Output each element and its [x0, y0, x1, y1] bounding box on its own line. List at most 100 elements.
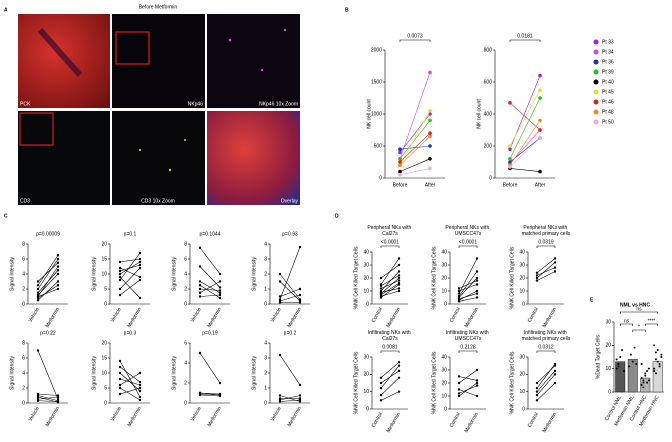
- pair-line: [37, 284, 59, 299]
- pair-line: [399, 120, 431, 159]
- point: [118, 272, 122, 276]
- point: [397, 270, 401, 273]
- point: [475, 379, 479, 382]
- point: [653, 344, 656, 347]
- point: [475, 292, 479, 295]
- significance-bracket: [619, 323, 634, 326]
- p-value: p=0.22: [40, 330, 56, 336]
- point: [218, 291, 222, 294]
- pair-line: [199, 392, 221, 395]
- point: [428, 144, 432, 148]
- point: [535, 387, 539, 390]
- point: [198, 265, 202, 268]
- p-value: 0.0073: [407, 33, 423, 39]
- point: [475, 368, 479, 372]
- y-tick-label: 30: [441, 367, 447, 373]
- chart-title: Infiltrating NKs with matched primary ce…: [522, 330, 571, 342]
- y-tick-label: 10: [101, 370, 107, 376]
- pair-line: [119, 258, 141, 263]
- y-tick-label: 10: [363, 389, 369, 395]
- point: [475, 279, 479, 282]
- y-tick-label: 0: [22, 400, 25, 406]
- pair-line: [279, 395, 301, 401]
- y-tick-label: 0: [184, 301, 187, 307]
- y-tick-label: 20: [519, 372, 525, 378]
- point: [218, 289, 222, 292]
- y-tick-label: 30: [519, 262, 525, 268]
- point: [398, 147, 402, 151]
- point: [298, 397, 302, 400]
- x-tick-label: Control: [449, 307, 462, 324]
- pair-line: [536, 382, 556, 401]
- x-tick-label: Vehicle: [110, 306, 123, 323]
- point: [138, 371, 142, 375]
- x-tick-label: Metformin: [542, 306, 558, 328]
- pair-line: [199, 288, 221, 291]
- pair-line: [279, 399, 301, 402]
- point: [138, 380, 142, 384]
- point: [397, 274, 401, 277]
- point: [475, 384, 479, 387]
- point: [56, 265, 60, 268]
- pair-line: [399, 110, 431, 166]
- pair-line: [458, 290, 478, 301]
- point: [553, 270, 557, 273]
- pair-line: [119, 264, 141, 272]
- point: [138, 296, 142, 300]
- chart-title: Peripheral NKs with Cal27s: [367, 225, 412, 237]
- point: [538, 118, 542, 123]
- pair-line: [279, 354, 301, 386]
- pair-line: [119, 372, 141, 392]
- pair-line: [119, 366, 141, 383]
- y-axis-label: Signal Intensity: [251, 356, 257, 390]
- y-tick-label: 20: [441, 275, 447, 281]
- annotation: ****: [648, 318, 656, 324]
- y-axis-label: %NK Cell Killed Target Cells: [353, 351, 359, 414]
- chart-title: Peripheral NKs with matched primary cell…: [522, 225, 571, 237]
- annotation: ns: [636, 306, 642, 312]
- legend-label: Pt 39: [602, 69, 614, 75]
- point: [617, 365, 620, 368]
- tile-image: [207, 14, 300, 108]
- point: [535, 393, 539, 397]
- point: [635, 363, 638, 365]
- tile-label: CD3: [20, 198, 30, 204]
- point: [508, 101, 512, 105]
- point: [138, 260, 142, 264]
- pair-line: [37, 262, 59, 282]
- point: [617, 363, 620, 365]
- point: [653, 367, 656, 370]
- pair-line: [509, 89, 541, 147]
- point: [397, 364, 401, 367]
- y-tick-label: 20: [363, 372, 369, 378]
- pair-line: [536, 374, 556, 396]
- significance-bracket: [536, 350, 556, 353]
- point: [457, 300, 461, 303]
- tile-label: NKp46 10x Zoom: [259, 101, 298, 107]
- pair-line: [458, 297, 478, 302]
- point: [278, 295, 282, 298]
- pair-line: [458, 271, 478, 297]
- pair-line: [399, 136, 431, 166]
- chart-title: Peripheral NKs with UMSCC47s: [445, 225, 490, 237]
- y-tick-label: 4: [22, 271, 25, 277]
- panel-label: D: [335, 213, 339, 219]
- p-value: p=0.93: [282, 231, 298, 237]
- point: [508, 147, 512, 151]
- pair-line: [458, 280, 478, 289]
- point: [397, 279, 401, 282]
- y-tick-label: 8: [22, 340, 25, 346]
- legend-label: Pt 36: [602, 59, 614, 65]
- point: [535, 399, 539, 402]
- point: [118, 371, 122, 375]
- point: [457, 375, 461, 378]
- point: [553, 381, 557, 385]
- point: [56, 272, 60, 276]
- annotation: ns: [624, 318, 630, 324]
- point: [278, 397, 282, 400]
- point: [198, 291, 202, 294]
- panel-label: C: [4, 213, 8, 219]
- pair-line: [37, 281, 59, 301]
- significance-bracket: [458, 245, 478, 248]
